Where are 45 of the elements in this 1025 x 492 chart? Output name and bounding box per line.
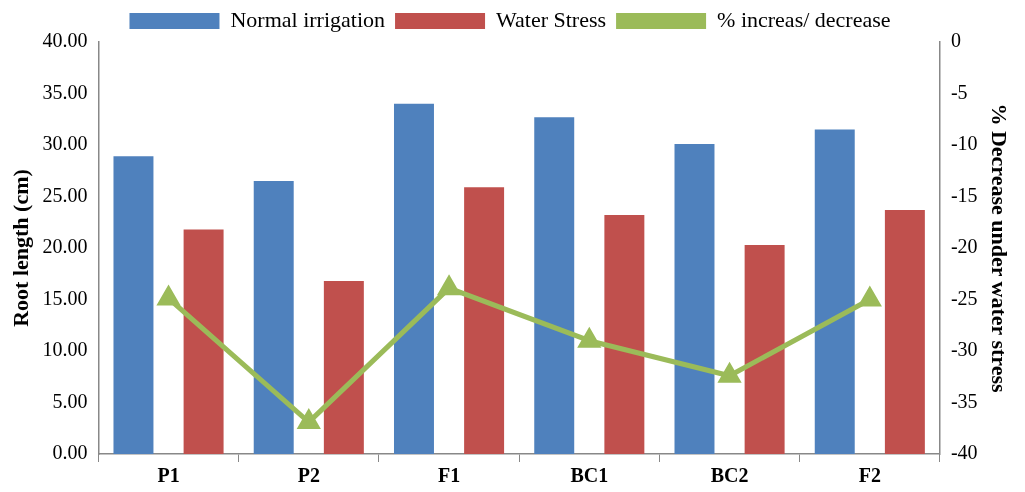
y-tick-label: 10.00	[42, 338, 88, 361]
bar	[884, 209, 925, 454]
y-tick-label: 15.00	[42, 286, 88, 309]
y-tick-label: 0.00	[52, 441, 88, 464]
y-tick-label: 5.00	[52, 389, 88, 412]
x-tick-label: BC2	[710, 464, 749, 487]
bar	[674, 143, 715, 454]
legend-label: Normal irrigation	[230, 6, 386, 32]
x-tick-label: P2	[297, 464, 320, 487]
y-tick-label: 30.00	[42, 132, 88, 155]
point	[437, 274, 461, 296]
bar	[113, 156, 154, 454]
bar	[744, 244, 785, 454]
x-tick-label: F2	[858, 464, 881, 487]
point	[296, 408, 321, 430]
y2-tick-label: -15	[950, 183, 978, 206]
y-tick-label: 40.00	[42, 29, 88, 52]
y2-axis-title: % Decrease under water stress	[987, 103, 1013, 394]
point	[156, 284, 181, 306]
y2-tick-label: -30	[950, 338, 978, 361]
bar	[814, 129, 855, 454]
x-tick-label: F1	[437, 464, 461, 487]
y2-tick-label: 0	[950, 29, 961, 52]
y-tick-label: 25.00	[42, 183, 88, 206]
x-tick-label: BC1	[570, 464, 609, 487]
y2-tick-label: -35	[950, 389, 978, 412]
y2-tick-label: -10	[950, 132, 978, 155]
y2-tick-label: -5	[950, 80, 968, 103]
bar	[323, 280, 364, 454]
legend-label: % increas/ decrease	[717, 6, 891, 32]
y-tick-label: 20.00	[42, 235, 88, 258]
legend-label: Water Stress	[496, 6, 607, 32]
y-axis-title: Root length (cm)	[7, 169, 33, 327]
bar	[183, 229, 224, 454]
x-tick-label: P1	[157, 464, 180, 487]
bar	[534, 117, 575, 454]
bar	[464, 187, 505, 454]
y2-tick-label: -40	[950, 441, 978, 464]
bar	[604, 215, 645, 454]
y2-tick-label: -25	[950, 286, 978, 309]
bar	[253, 181, 294, 454]
point	[859, 285, 882, 307]
bar	[393, 103, 434, 454]
y2-tick-label: -20	[950, 235, 978, 258]
y-tick-label: 35.00	[42, 80, 88, 103]
